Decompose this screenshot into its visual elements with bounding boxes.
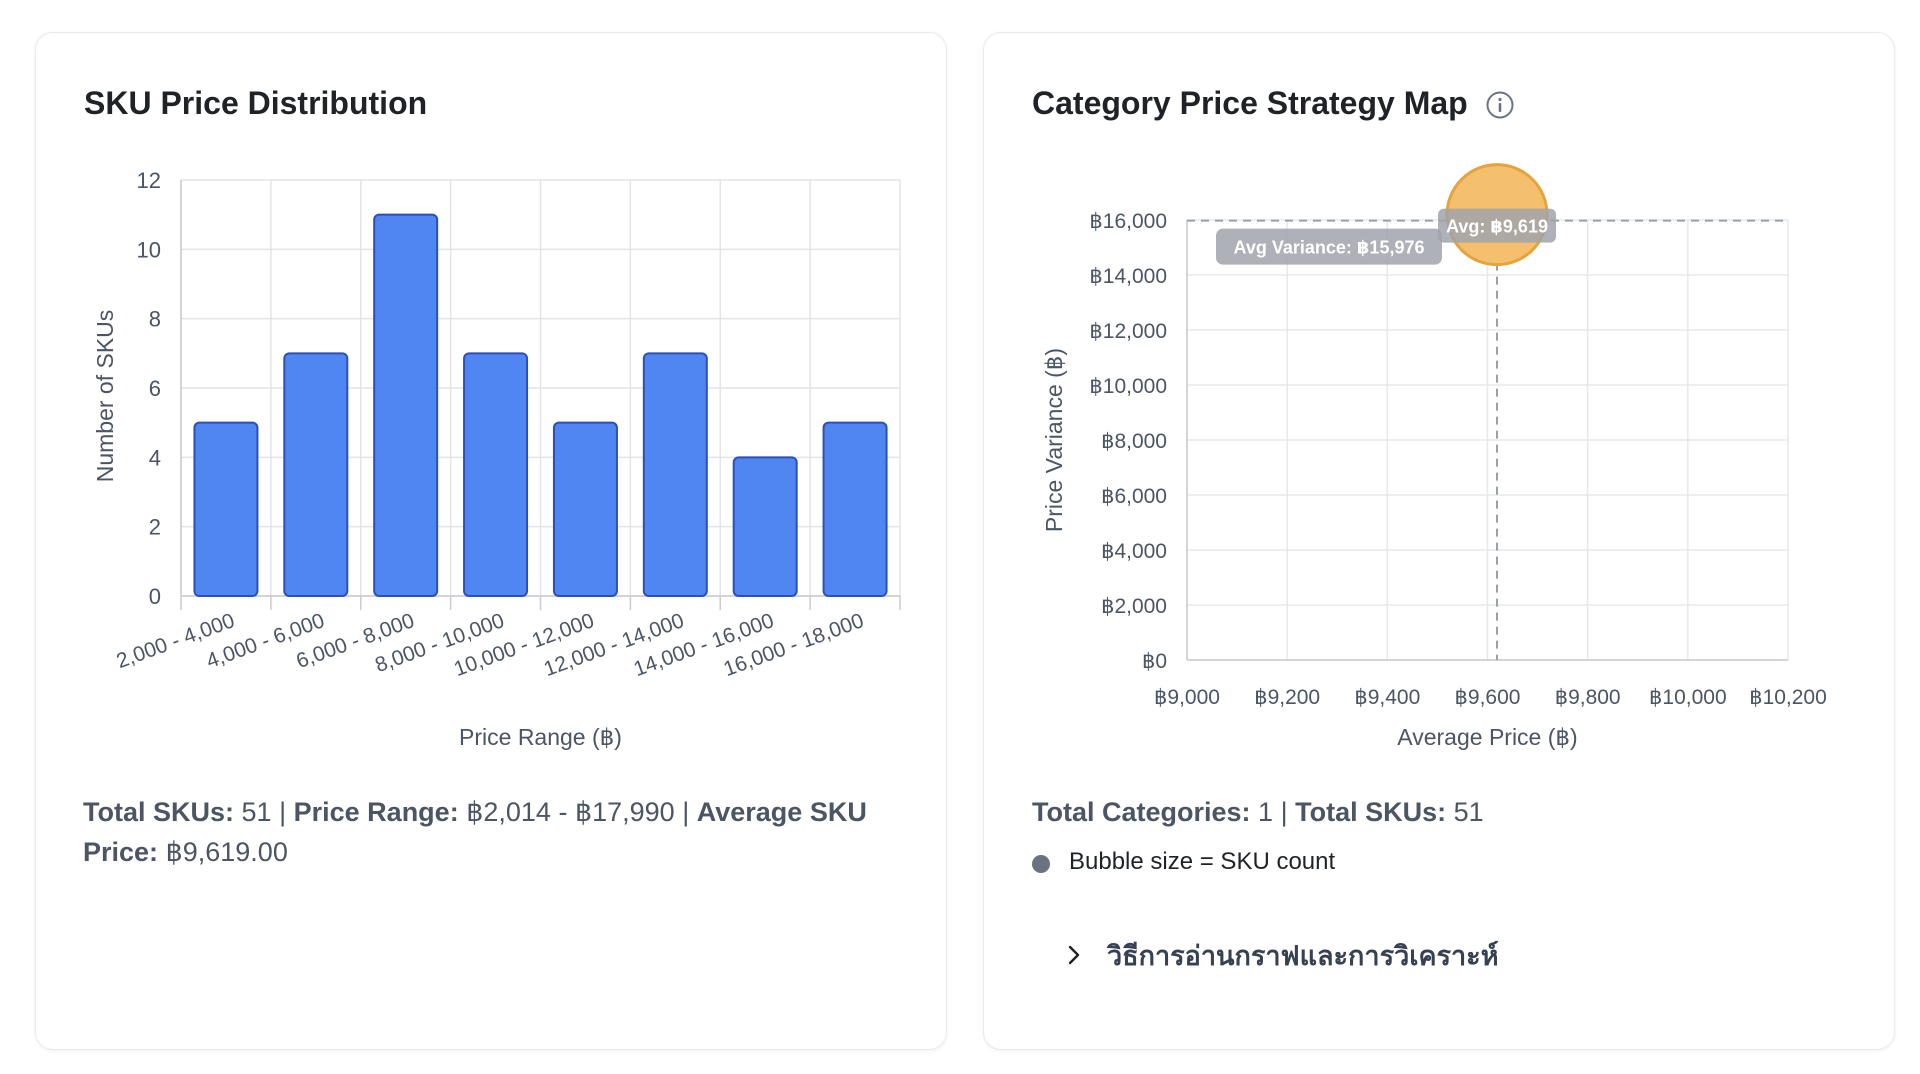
total-skus-value: 51 [241,797,272,827]
y-tick-label: ฿0 [1142,650,1167,673]
histogram-bar[interactable] [642,352,708,598]
x-tick-label: ฿10,000 [1649,686,1727,709]
total-skus-value: 51 [1453,797,1484,827]
total-categories-value: 1 [1258,797,1274,827]
total-categories-label: Total Categories: [1032,797,1251,827]
x-tick-label: ฿9,000 [1154,686,1220,709]
avg-variance-label: Avg Variance: ฿15,976 [1234,238,1425,258]
histogram-bar[interactable] [732,456,798,598]
histogram-title: SKU Price Distribution [84,85,428,121]
y-tick-label: 2 [149,515,161,540]
summary-separator: | [279,797,287,827]
histogram-bar[interactable] [822,421,888,597]
y-tick-label: ฿4,000 [1101,540,1167,563]
x-tick-label: ฿9,800 [1555,686,1621,709]
histogram-bar[interactable] [552,421,618,597]
histogram-bar[interactable] [193,421,259,597]
avg-price-label: Avg: ฿9,619 [1446,217,1548,237]
expander-label: วิธีการอ่านกราฟและการวิเคราะห์ [1107,940,1499,971]
y-tick-label: ฿12,000 [1089,320,1167,343]
summary-separator: | [682,797,690,827]
legend-text: Bubble size = SKU count [1069,848,1336,875]
x-axis-title: Average Price (฿) [1397,724,1577,750]
y-tick-label: ฿8,000 [1101,430,1167,453]
price-range-label: Price Range: [293,797,459,827]
summary-separator: | [1280,797,1288,827]
avg-variance-label-bg [1216,228,1442,265]
y-axis-title: Price Variance (฿) [1041,348,1067,532]
legend-dot-icon [1032,855,1050,873]
y-tick-label: ฿2,000 [1101,595,1167,618]
price-range-value: ฿2,014 - ฿17,990 [466,797,675,827]
x-axis-title: Price Range (฿) [459,724,622,750]
x-tick-label: ฿10,200 [1749,686,1827,709]
x-tick-label: ฿9,200 [1254,686,1320,709]
avg-price-label-bg [1438,208,1557,243]
total-skus-label: Total SKUs: [1295,797,1447,827]
y-tick-label: 4 [149,445,161,470]
x-tick-label: ฿9,600 [1455,686,1521,709]
y-tick-label: 8 [149,307,161,332]
histogram-bar[interactable] [373,213,439,598]
histogram-summary: Total SKUs: 51 | Price Range: ฿2,014 - ฿… [83,792,913,872]
info-icon[interactable] [1485,90,1515,120]
chevron-right-icon [1068,945,1080,965]
analysis-guide-expander[interactable]: วิธีการอ่านกราฟและการวิเคราะห์ [1063,935,1499,975]
y-tick-label: 6 [149,376,161,401]
y-tick-label: ฿14,000 [1089,265,1167,288]
y-tick-label: ฿6,000 [1101,485,1167,508]
category-price-strategy-card: Category Price Strategy Map [983,32,1895,1050]
strategy-map-title: Category Price Strategy Map [1032,85,1468,121]
histogram-bar[interactable] [283,352,349,598]
histogram-bar[interactable] [463,352,529,598]
y-axis-title: Number of SKUs [92,310,118,483]
x-tick-label: ฿9,400 [1354,686,1420,709]
y-tick-label: ฿10,000 [1089,375,1167,398]
y-tick-label: ฿16,000 [1089,210,1167,233]
total-skus-label: Total SKUs: [83,797,235,827]
average-price-label: Average SKU Price: [83,797,867,867]
average-price-value: ฿9,619.00 [165,837,288,867]
avg-price-annotation: Avg: ฿9,619 [1438,208,1557,243]
y-tick-label: 10 [137,237,161,262]
strategy-summary: Total Categories: 1 | Total SKUs: 51 [1032,792,1872,832]
avg-variance-annotation: Avg Variance: ฿15,976 [1216,228,1442,265]
y-tick-label: 0 [149,584,161,609]
y-tick-label: 12 [137,168,161,193]
